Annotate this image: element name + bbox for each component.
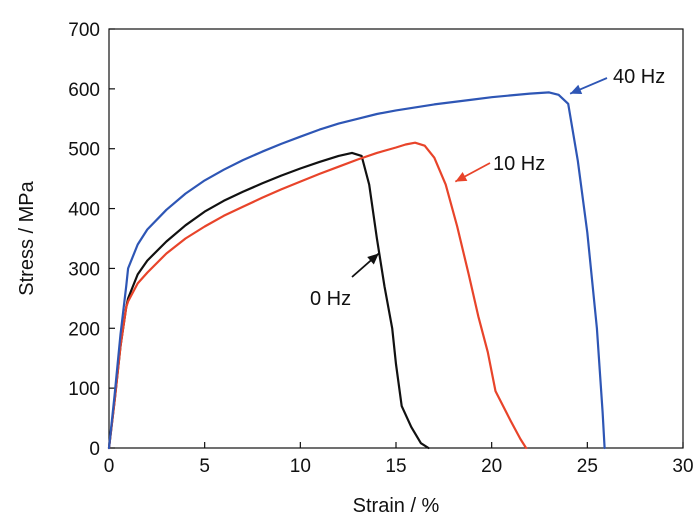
arrow-head-40-hz <box>570 84 583 94</box>
x-tick-label: 10 <box>290 456 311 477</box>
plot-frame <box>108 28 684 449</box>
x-tick-label: 15 <box>385 456 406 477</box>
y-tick-label: 600 <box>68 80 100 101</box>
series-line-40-hz <box>107 91 606 450</box>
series-line-0-hz <box>107 151 430 450</box>
y-tick-label: 500 <box>68 140 100 161</box>
y-tick-label: 700 <box>68 20 100 41</box>
y-tick-label: 0 <box>89 439 100 460</box>
x-tick-label: 25 <box>577 456 598 477</box>
x-tick-label: 30 <box>672 456 693 477</box>
annotation-label-0-hz: 0 Hz <box>310 288 351 310</box>
x-axis-title: Strain / % <box>353 495 440 517</box>
y-tick-label: 300 <box>68 259 100 280</box>
y-tick-label: 100 <box>68 379 100 400</box>
x-tick-label: 20 <box>481 456 502 477</box>
series-line-10-hz <box>107 141 528 450</box>
x-tick-label: 5 <box>199 456 210 477</box>
x-tick-label: 0 <box>104 456 115 477</box>
arrow-head-0-hz <box>367 253 379 265</box>
y-axis-title: Stress / MPa <box>16 180 38 295</box>
series-lines <box>107 91 606 450</box>
y-tick-label: 200 <box>68 319 100 340</box>
annotation-label-10-hz: 10 Hz <box>493 153 545 175</box>
annotations: 0 Hz 10 Hz 40 Hz <box>310 66 665 310</box>
annotation-label-40-hz: 40 Hz <box>613 66 665 88</box>
arrow-head-10-hz <box>455 172 468 182</box>
y-tick-label: 400 <box>68 200 100 221</box>
